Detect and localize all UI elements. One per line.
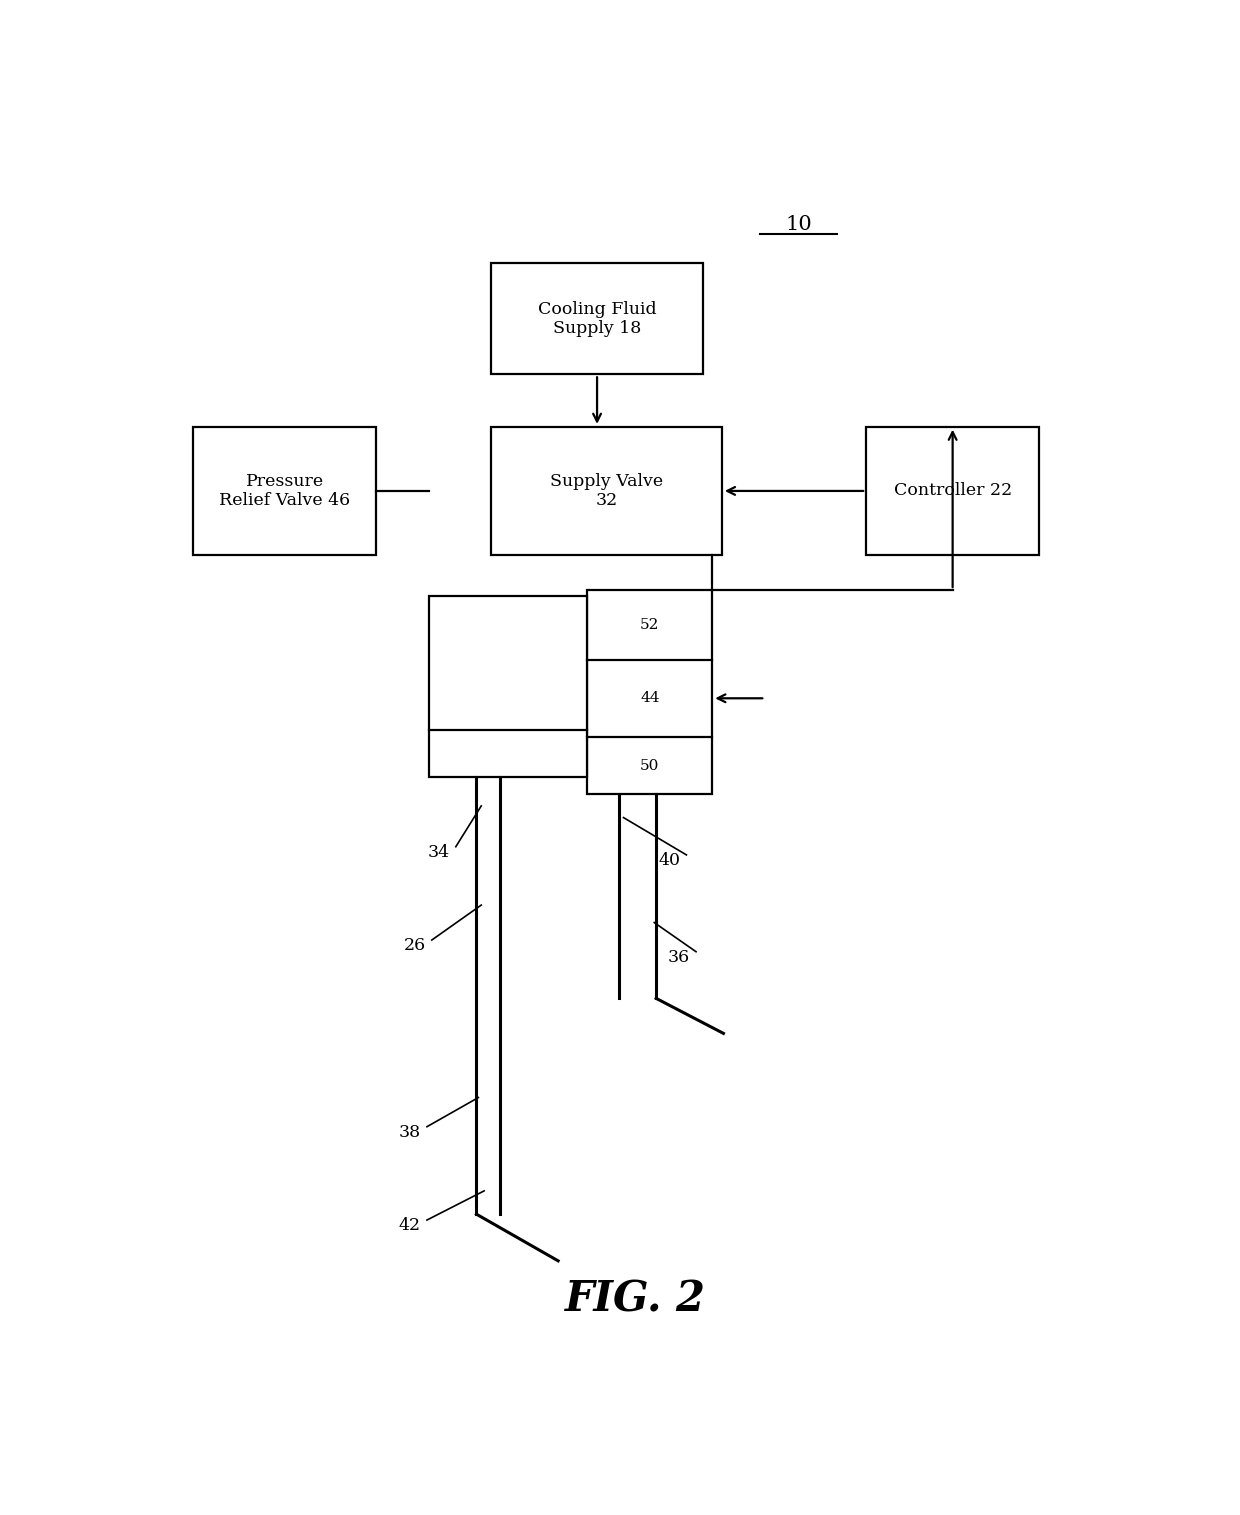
Text: 42: 42 (398, 1218, 420, 1235)
Text: 52: 52 (640, 618, 660, 632)
Bar (588, 589, 713, 794)
Text: Controller 22: Controller 22 (894, 482, 1012, 500)
Bar (429, 595, 588, 777)
Text: 40: 40 (658, 853, 680, 870)
Text: FIG. 2: FIG. 2 (565, 1279, 706, 1321)
Text: 50: 50 (640, 759, 660, 773)
Text: 26: 26 (403, 938, 425, 954)
Text: 10: 10 (785, 215, 812, 235)
Text: 36: 36 (667, 948, 689, 967)
Text: Supply Valve
32: Supply Valve 32 (551, 473, 663, 509)
Text: Pressure
Relief Valve 46: Pressure Relief Valve 46 (219, 473, 350, 509)
Text: Cooling Fluid
Supply 18: Cooling Fluid Supply 18 (538, 300, 656, 338)
Bar (866, 427, 1039, 554)
Text: 38: 38 (398, 1124, 420, 1141)
Text: 44: 44 (640, 691, 660, 706)
Text: 34: 34 (428, 844, 450, 861)
Bar (491, 427, 722, 554)
Bar (193, 427, 376, 554)
Bar (491, 264, 703, 374)
